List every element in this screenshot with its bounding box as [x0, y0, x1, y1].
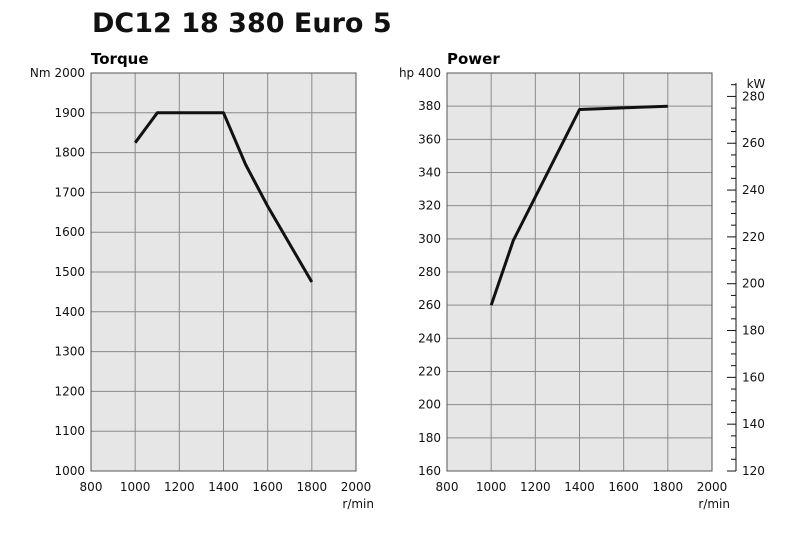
chart0-x-tick-label: 1800 [297, 480, 328, 494]
chart1-y-tick-label: 300 [418, 232, 441, 246]
chart0-y-tick-label: 1500 [54, 265, 85, 279]
chart1-y-tick-label: 320 [418, 199, 441, 213]
chart1-y2-tick-label: 280 [742, 89, 765, 103]
chart0-y-unit-label: Nm [30, 66, 51, 80]
chart0-x-axis-label: r/min [342, 497, 374, 511]
chart1-series-line [489, 104, 668, 306]
chart1-y-tick-label: 400 [418, 66, 441, 80]
chart0-frame [90, 72, 357, 472]
chart0-y-tick-label: 1200 [54, 384, 85, 398]
chart1-y-tick-label: 360 [418, 132, 441, 146]
chart0-x-tick-label: 1000 [120, 480, 151, 494]
chart1-x-tick-label: 1400 [564, 480, 595, 494]
chart1-y2-tick-label: 140 [742, 417, 765, 431]
chart1-x-tick-label: 1000 [476, 480, 507, 494]
chart0-x-tick-label: 1400 [208, 480, 239, 494]
chart1-y-tick-label: 180 [418, 431, 441, 445]
chart1-y2-unit-label: kW [747, 77, 766, 91]
chart0-x-tick-label: 1600 [252, 480, 283, 494]
chart0-x-tick-label: 2000 [341, 480, 372, 494]
chart0-x-tick-label: 800 [80, 480, 103, 494]
chart1-y-tick-label: 280 [418, 265, 441, 279]
chart1-x-tick-label: 800 [436, 480, 459, 494]
chart1-x-tick-label: 1600 [608, 480, 639, 494]
chart0-y-tick-label: 1700 [54, 185, 85, 199]
chart1-y-tick-label: 160 [418, 464, 441, 478]
chart0-y-tick-label: 1600 [54, 225, 85, 239]
chart1-y-unit-label: hp [399, 66, 414, 80]
chart0-y-tick-label: 1000 [54, 464, 85, 478]
chart1-x-tick-label: 2000 [697, 480, 728, 494]
chart0-y-tick-label: 1100 [54, 424, 85, 438]
chart1-y2-tick-label: 260 [742, 136, 765, 150]
chart0-y-tick-label: 1400 [54, 305, 85, 319]
chart1-title: Power [447, 50, 500, 68]
chart1-y-tick-label: 260 [418, 298, 441, 312]
chart1-y-tick-label: 200 [418, 398, 441, 412]
chart0-y-tick-label: 2000 [54, 66, 85, 80]
chart1-y2-tick-label: 220 [742, 230, 765, 244]
chart1-y-tick-label: 340 [418, 166, 441, 180]
chart1-y2-tick-label: 120 [742, 464, 765, 478]
chart1-y2-tick-label: 160 [742, 370, 765, 384]
chart1-y2-tick-label: 180 [742, 324, 765, 338]
chart0-y-tick-label: 1800 [54, 146, 85, 160]
chart0-y-tick-label: 1300 [54, 345, 85, 359]
page-title: DC12 18 380 Euro 5 [92, 8, 392, 39]
chart1-y-tick-label: 240 [418, 331, 441, 345]
chart1-x-axis-label: r/min [698, 497, 730, 511]
chart1-y2-tick-label: 240 [742, 183, 765, 197]
chart1-y2-tick-label: 200 [742, 277, 765, 291]
chart1-y-tick-label: 220 [418, 365, 441, 379]
chart1-x-tick-label: 1200 [520, 480, 551, 494]
chart1-y-tick-label: 380 [418, 99, 441, 113]
chart1-x-tick-label: 1800 [653, 480, 684, 494]
chart0-x-tick-label: 1200 [164, 480, 195, 494]
chart0-y-tick-label: 1900 [54, 106, 85, 120]
chart0-title: Torque [91, 50, 149, 68]
chart0-series-line [133, 111, 314, 283]
chart1-frame [446, 72, 713, 472]
